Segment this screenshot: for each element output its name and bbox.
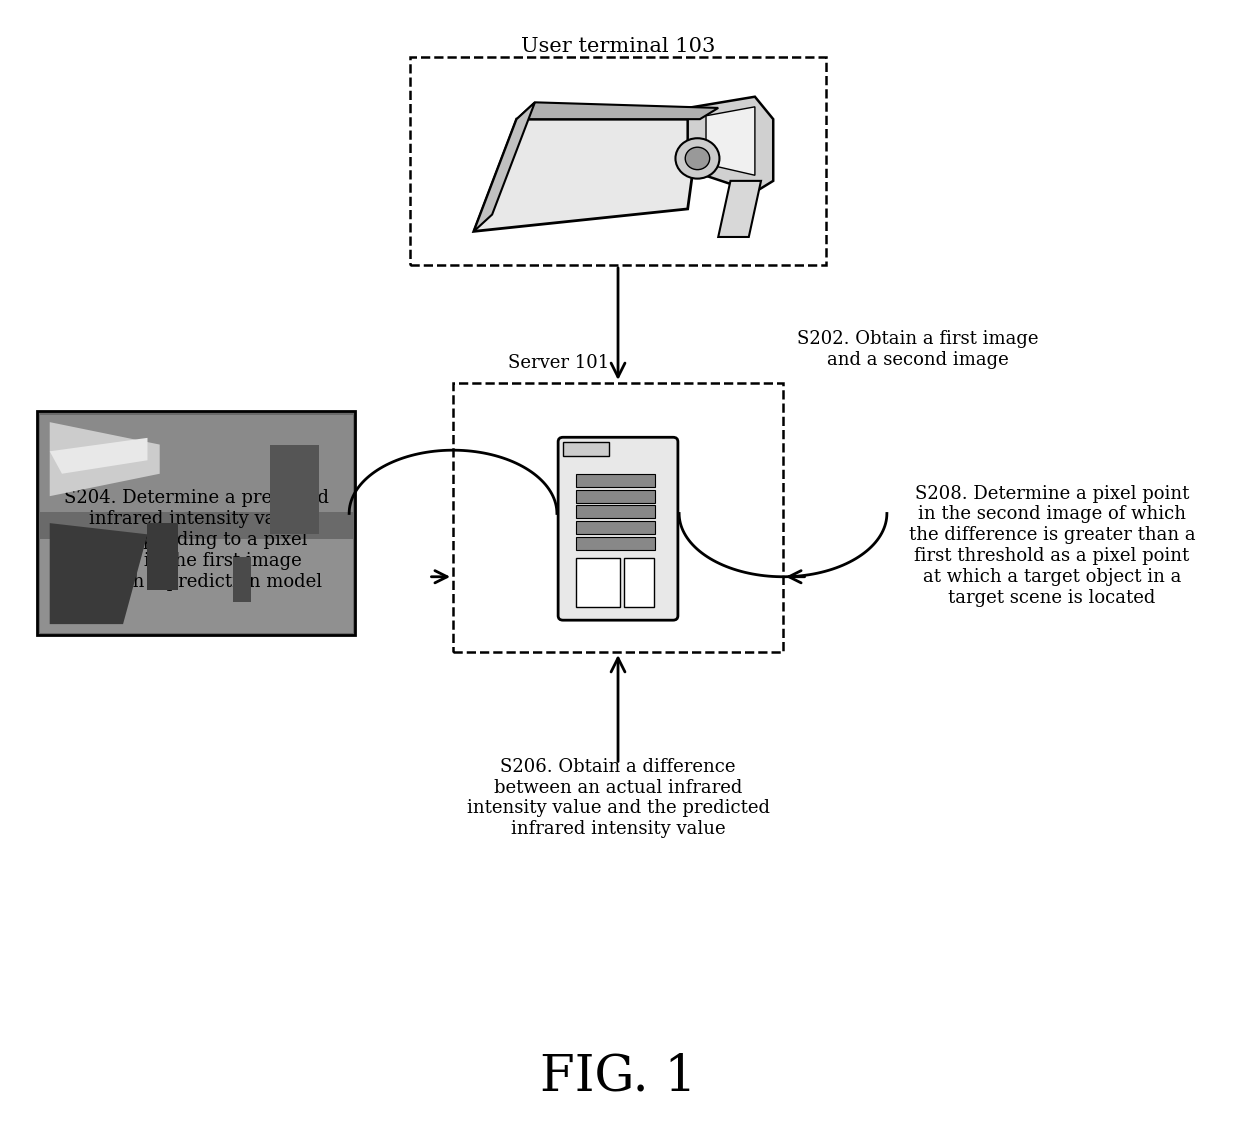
Text: S206. Obtain a difference
between an actual infrared
intensity value and the pre: S206. Obtain a difference between an act… xyxy=(466,758,770,838)
Polygon shape xyxy=(50,523,148,624)
Text: User terminal 103: User terminal 103 xyxy=(521,36,715,56)
Bar xyxy=(577,521,656,534)
Polygon shape xyxy=(474,119,699,232)
Polygon shape xyxy=(50,423,160,496)
Text: FIG. 1: FIG. 1 xyxy=(539,1052,696,1101)
Bar xyxy=(453,383,782,652)
Polygon shape xyxy=(706,107,755,175)
Text: S204. Determine a predicted
infrared intensity value
corresponding to a pixel
po: S204. Determine a predicted infrared int… xyxy=(64,490,329,591)
Bar xyxy=(577,490,656,502)
Bar xyxy=(577,474,656,487)
Bar xyxy=(148,523,179,591)
Text: S202. Obtain a first image
and a second image: S202. Obtain a first image and a second … xyxy=(796,329,1038,368)
Bar xyxy=(577,506,656,518)
Bar xyxy=(577,536,656,550)
Bar xyxy=(410,58,826,265)
Polygon shape xyxy=(718,181,761,237)
Bar xyxy=(233,557,252,602)
Polygon shape xyxy=(50,437,148,474)
Circle shape xyxy=(676,139,719,178)
Text: S208. Determine a pixel point
in the second image of which
the difference is gre: S208. Determine a pixel point in the sec… xyxy=(909,485,1195,607)
Bar xyxy=(40,416,353,512)
Bar xyxy=(37,411,355,635)
Polygon shape xyxy=(474,102,534,232)
Text: Server 101: Server 101 xyxy=(508,353,609,371)
Polygon shape xyxy=(517,102,718,119)
Circle shape xyxy=(686,148,709,169)
Bar xyxy=(624,558,653,607)
FancyBboxPatch shape xyxy=(558,437,678,620)
Bar xyxy=(40,538,353,633)
Polygon shape xyxy=(688,97,774,192)
Bar xyxy=(577,558,620,607)
Polygon shape xyxy=(563,442,609,456)
Bar xyxy=(270,444,319,534)
